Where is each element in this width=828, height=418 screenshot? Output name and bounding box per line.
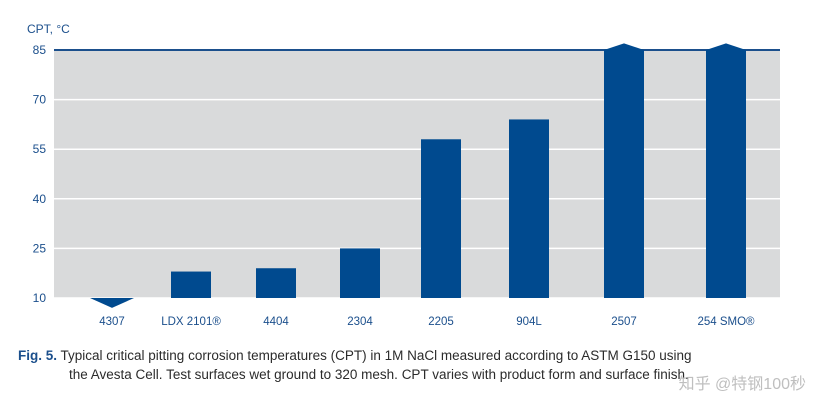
x-tick-label: 4404: [263, 316, 289, 328]
y-tick-label: 70: [33, 93, 47, 107]
x-tick-label: 904L: [516, 316, 542, 328]
bar-4404: [256, 268, 296, 298]
bar-2205: [421, 139, 461, 298]
bars: [90, 43, 746, 308]
caption-line-1: Typical critical pitting corrosion tempe…: [57, 348, 692, 363]
bar-2304: [340, 248, 380, 298]
cpt-bar-chart: 10 25 40 55 70 85 4307 LDX 2101® 4404 2304 2205 90…: [33, 43, 780, 328]
y-tick-label: 40: [33, 192, 47, 206]
x-tick-label: 2304: [347, 316, 373, 328]
x-tick-labels: 4307 LDX 2101® 4404 2304 2205 904L 2507 254 SMO…: [99, 316, 755, 328]
bar-LDX 2101®: [171, 271, 211, 298]
plot-background: [54, 50, 780, 298]
x-tick-label: 2205: [428, 316, 454, 328]
bar-4307: [90, 298, 134, 308]
y-tick-label: 10: [33, 291, 47, 305]
bar-254 SMO®: [706, 43, 746, 299]
y-tick-labels: 10 25 40 55 70 85: [33, 43, 47, 305]
figure-caption: Fig. 5. Typical critical pitting corrosi…: [18, 346, 808, 384]
y-tick-label: 55: [33, 142, 47, 156]
watermark-text: 知乎 @特钢100秒: [678, 376, 806, 393]
x-tick-label: 2507: [611, 316, 637, 328]
gridlines: [54, 49, 780, 299]
y-tick-label: 85: [33, 43, 47, 57]
x-tick-label: 254 SMO®: [697, 316, 755, 328]
x-tick-label: LDX 2101®: [161, 316, 221, 328]
bar-2507: [604, 43, 644, 299]
y-axis-label: CPT, °C: [27, 22, 70, 36]
caption-label: Fig. 5.: [18, 348, 58, 363]
caption-line-2: the Avesta Cell. Test surfaces wet groun…: [69, 367, 689, 382]
bar-904L: [509, 119, 549, 298]
y-tick-label: 25: [33, 241, 47, 255]
x-tick-label: 4307: [99, 316, 125, 328]
